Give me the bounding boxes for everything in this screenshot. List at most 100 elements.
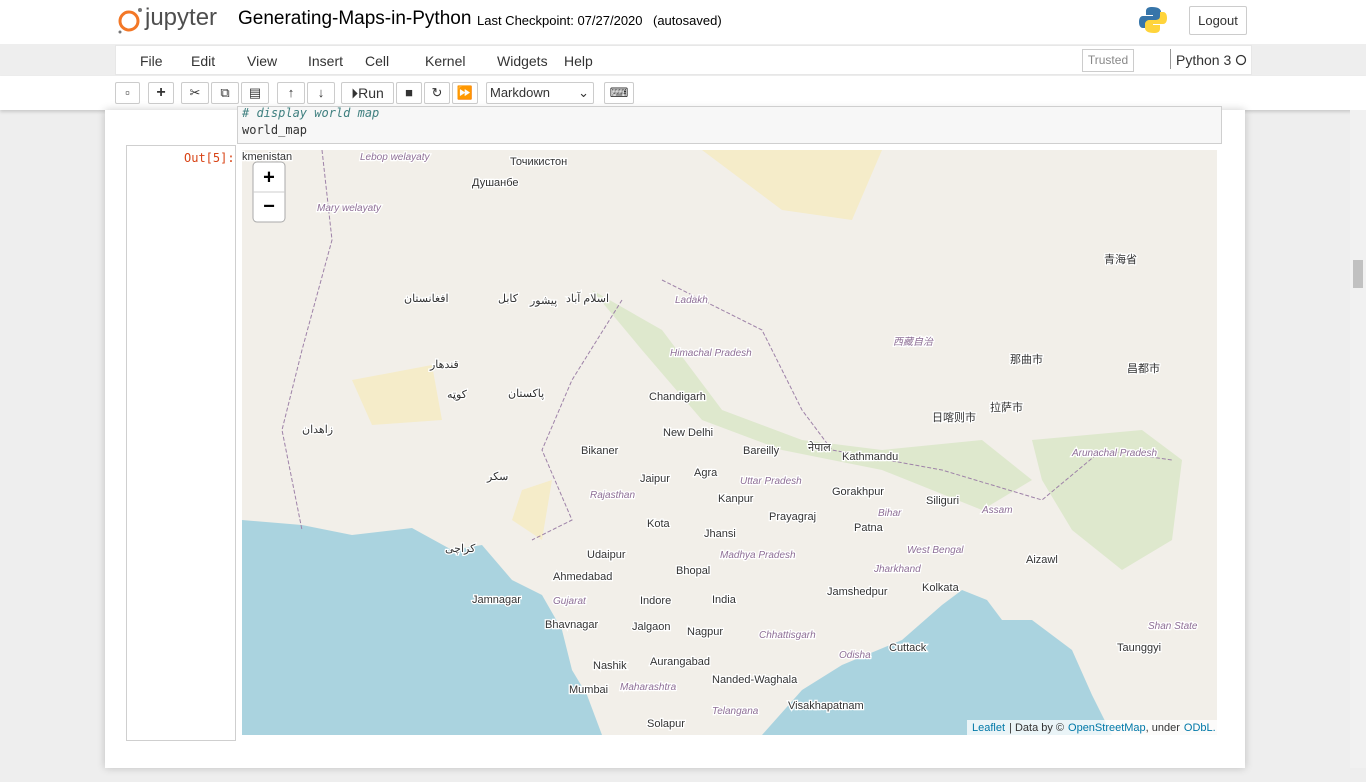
- map-label: Odisha: [839, 650, 871, 661]
- map-label: Cuttack: [889, 642, 927, 654]
- map-label: پاکستان: [508, 388, 544, 400]
- map-label: Mumbai: [569, 684, 608, 696]
- menu-item[interactable]: Cell: [365, 53, 390, 69]
- menu-item[interactable]: View: [247, 53, 278, 69]
- map-label: Indore: [640, 595, 671, 607]
- trusted-indicator[interactable]: Trusted: [1082, 49, 1134, 72]
- autosave: (autosaved): [653, 13, 722, 28]
- attribution-bg: [967, 720, 1217, 735]
- map-label: 西藏自治: [893, 336, 934, 348]
- map-label: 昌都市: [1127, 361, 1160, 375]
- paste-button[interactable]: ▤: [241, 82, 269, 104]
- scrollbar[interactable]: [1350, 110, 1366, 768]
- menu-item[interactable]: File: [140, 53, 163, 69]
- copy-button[interactable]: ⧉: [211, 82, 239, 104]
- zoom-control: + −: [252, 161, 286, 223]
- map-label: नेपाल: [808, 441, 831, 454]
- menu-item[interactable]: Kernel: [425, 53, 466, 69]
- map-label: Mary welayaty: [317, 203, 382, 214]
- desert-patch: [352, 365, 552, 540]
- map-label: قندهار: [429, 359, 459, 371]
- map-label: Kanpur: [718, 493, 754, 505]
- map-label: Gujarat: [553, 596, 587, 607]
- header: jupyter Generating-Maps-in-Python Last C…: [0, 0, 1366, 44]
- cut-button[interactable]: ✂: [181, 82, 209, 104]
- map-label: Bareilly: [743, 445, 780, 457]
- map-label: kmenistan: [242, 151, 292, 163]
- map-label: Udaipur: [587, 549, 626, 561]
- move-down-button[interactable]: ↓: [307, 82, 335, 104]
- run-all-button[interactable]: ⏩: [452, 82, 478, 104]
- output-prompt-area: [126, 145, 236, 741]
- cell-type-select[interactable]: Markdown ⌄: [486, 82, 594, 104]
- map-label: Точикистон: [510, 156, 567, 168]
- attribution-text: , under: [1146, 722, 1181, 734]
- map-label: Bihar: [878, 508, 902, 519]
- restart-button[interactable]: ↻: [424, 82, 450, 104]
- zoom-in[interactable]: +: [263, 166, 275, 188]
- map-label: Kota: [647, 518, 671, 530]
- osm-link[interactable]: OpenStreetMap: [1068, 722, 1146, 734]
- keyboard-button[interactable]: ⌨: [604, 82, 634, 104]
- menu-item[interactable]: Widgets: [497, 53, 548, 69]
- desert: [702, 150, 882, 220]
- map-label: Bikaner: [581, 445, 619, 457]
- map-label: Ahmedabad: [553, 571, 612, 583]
- move-up-button[interactable]: ↑: [277, 82, 305, 104]
- map-label: Bhopal: [676, 565, 710, 577]
- map-label: افغانستان: [404, 293, 449, 305]
- code-comment: # display world map: [242, 106, 380, 120]
- map-label: Visakhapatnam: [788, 700, 864, 712]
- odbl-link[interactable]: ODbL.: [1184, 722, 1216, 734]
- logo-icon: [118, 8, 142, 34]
- kernel-status: [1235, 54, 1247, 66]
- map-label: پیشور: [529, 295, 557, 307]
- map-label: Agra: [694, 467, 718, 479]
- insert-button[interactable]: +: [148, 82, 174, 104]
- map-label: Maharashtra: [620, 682, 677, 693]
- map-label: Arunachal Pradesh: [1071, 448, 1157, 459]
- map-label: Madhya Pradesh: [720, 550, 796, 561]
- map-label: Chhattisgarh: [759, 630, 816, 641]
- menu-bar: Trusted Python 3 File Edit View Insert Cell K…: [115, 45, 1252, 75]
- map-label: West Bengal: [907, 545, 964, 556]
- run-button[interactable]: ⏵Run: [341, 82, 394, 104]
- map-label: زاهدان: [302, 424, 333, 436]
- map-label: Patna: [854, 522, 884, 534]
- logout-button[interactable]: Logout: [1189, 6, 1247, 35]
- map-label: 那曲市: [1010, 352, 1043, 366]
- map-label: 青海省: [1104, 252, 1137, 266]
- map-label: Aizawl: [1026, 554, 1058, 566]
- map-label: Jharkhand: [873, 564, 921, 575]
- map-label: سکر: [486, 471, 508, 483]
- map-label: Solapur: [647, 718, 685, 730]
- map-label: اسلام آباد: [566, 292, 609, 305]
- borders: [281, 150, 1173, 541]
- leaflet-link[interactable]: Leaflet: [972, 722, 1005, 734]
- map-label: Gorakhpur: [832, 486, 884, 498]
- map-label: Jalgaon: [632, 621, 671, 633]
- map-label: Jamshedpur: [827, 586, 888, 598]
- map-label: Nashik: [593, 660, 627, 672]
- menu-item[interactable]: Help: [564, 53, 593, 69]
- zoom-out[interactable]: −: [263, 195, 275, 217]
- bay-of-bengal: [762, 590, 1112, 735]
- map-label: 日喀则市: [932, 410, 976, 424]
- map-label: Kathmandu: [842, 451, 898, 463]
- map-label: Lebop welayaty: [360, 152, 430, 163]
- output-prompt: Out[5]:: [184, 151, 235, 165]
- run-label: Run: [358, 85, 384, 101]
- save-button[interactable]: ▫: [115, 82, 140, 104]
- python-logo: [1139, 7, 1167, 33]
- notebook-title[interactable]: Generating-Maps-in-Python: [238, 8, 472, 29]
- map-label: کابل: [498, 293, 519, 305]
- map-label: Shan State: [1148, 621, 1198, 632]
- map-label: Jamnagar: [472, 594, 521, 606]
- map[interactable]: + − kmenistan Lebop welayaty Точикистон Душ…: [242, 150, 1217, 735]
- stop-button[interactable]: ■: [396, 82, 422, 104]
- menu-item[interactable]: Insert: [308, 53, 344, 69]
- map-label: Siliguri: [926, 495, 959, 507]
- code-cell[interactable]: # display world map world_map: [237, 106, 1222, 144]
- menu-item[interactable]: Edit: [191, 53, 216, 69]
